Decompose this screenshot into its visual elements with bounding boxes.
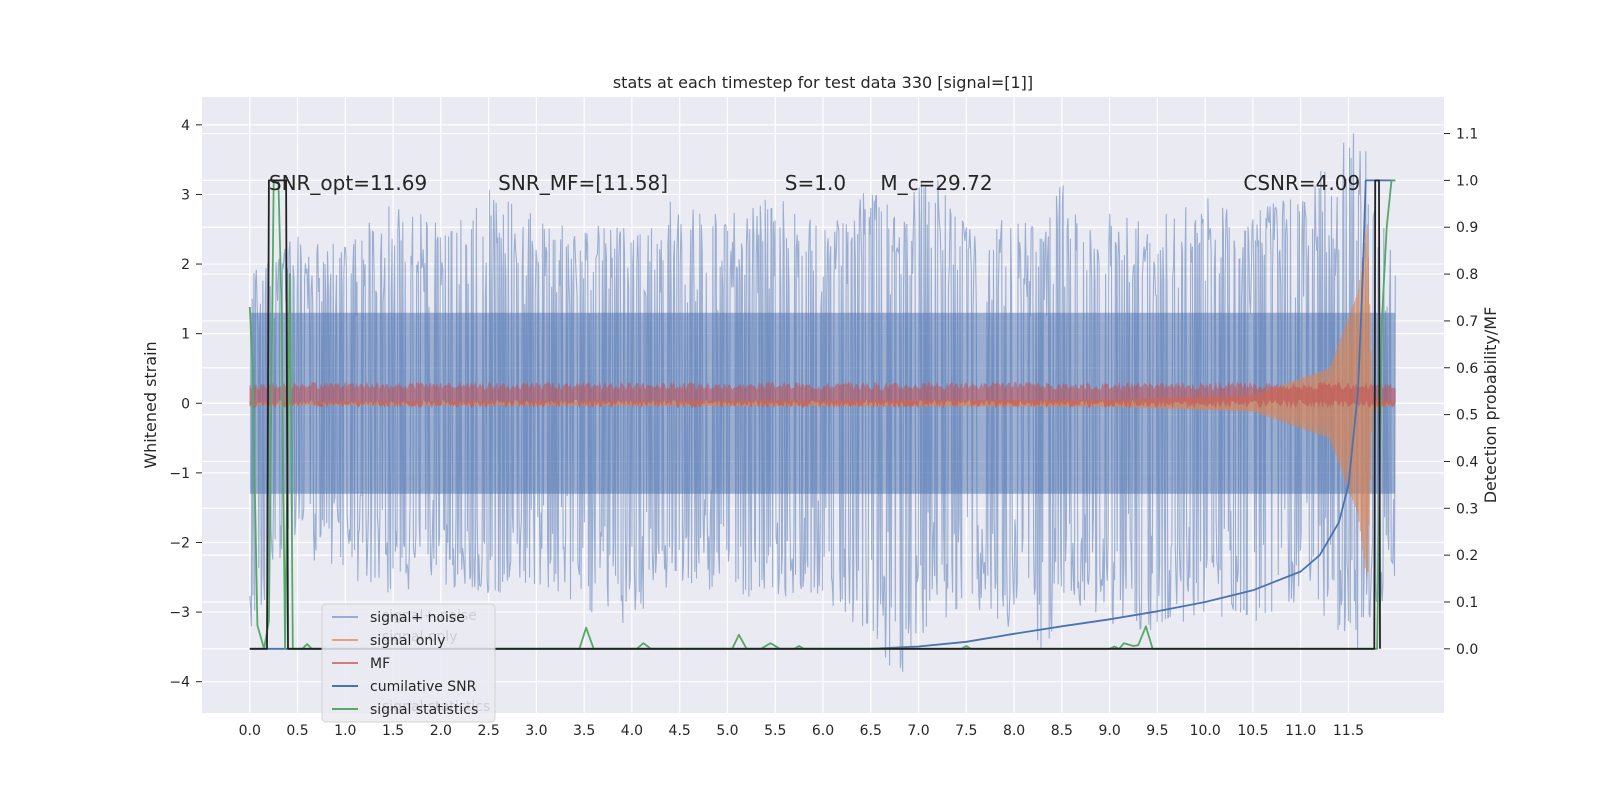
annotation: S=1.0 <box>785 171 846 195</box>
x-tick-label: 6.5 <box>860 723 882 739</box>
annotations: SNR_opt=11.69 SNR_MF=[11.58] S=1.0 M_c=29.7… <box>269 171 1360 195</box>
series-cumilative-snr <box>249 179 1396 650</box>
series-layer <box>248 132 1396 672</box>
x-tick-label: 3.0 <box>525 723 547 739</box>
series-threshold-step <box>249 179 1381 650</box>
x-tick-label: 10.0 <box>1190 723 1221 739</box>
x-tick-label: 1.0 <box>334 723 356 739</box>
series-signal-noise <box>249 132 1396 672</box>
y-tick-label: 1 <box>181 327 190 343</box>
x-tick-label: 8.5 <box>1051 723 1073 739</box>
annotation: SNR_opt=11.69 <box>269 171 427 195</box>
y-tick-label: 3 <box>181 187 190 203</box>
y-tick-label: 0 <box>181 396 190 412</box>
legend-ghost-label: signal statistics <box>382 699 490 715</box>
x-tick-label: 0.5 <box>286 723 308 739</box>
x-tick-label: 5.0 <box>716 723 738 739</box>
x-tick-label: 9.5 <box>1146 723 1168 739</box>
legend-ghost-label: signal+ noise <box>382 608 477 624</box>
y2-tick-label: 0.1 <box>1456 595 1478 611</box>
axes: 0.0 0.5 1.0 1.5 2.0 2.5 3.0 3.5 4.0 4.5 5.0 5.5 6.0 6… <box>169 118 1478 739</box>
legend-label: signal+ noise <box>370 610 465 626</box>
x-tick-label: 2.0 <box>430 723 452 739</box>
y2-tick-label: 1.1 <box>1456 127 1478 143</box>
chart-title: stats at each timestep for test data 330… <box>613 73 1033 92</box>
x-tick-label: 8.0 <box>1003 723 1025 739</box>
y-axis-label: Whitened strain <box>141 341 160 468</box>
x-tick-label: 10.5 <box>1237 723 1268 739</box>
legend-label: signal statistics <box>370 702 478 718</box>
legend-label: cumilative SNR <box>370 679 477 695</box>
x-tick-label: 11.5 <box>1333 723 1364 739</box>
x-tick-label: 3.5 <box>573 723 595 739</box>
x-tick-label: 5.5 <box>764 723 786 739</box>
x-tick-label: 11.0 <box>1285 723 1316 739</box>
y2-tick-label: 0.3 <box>1456 501 1478 517</box>
x-tick-label: 7.0 <box>907 723 929 739</box>
y2-tick-label: 0.9 <box>1456 220 1478 236</box>
legend: signal+ noise signal only signal statistic… <box>321 603 496 723</box>
y2-axis-label: Detection probability/MF <box>1481 307 1500 504</box>
x-tick-label: 6.0 <box>812 723 834 739</box>
x-tick-label: 7.5 <box>955 723 977 739</box>
y2-tick-label: 0.8 <box>1456 267 1478 283</box>
y-tick-label: −1 <box>169 466 190 482</box>
y-tick-label: −2 <box>169 535 190 551</box>
y2-tick-label: 0.7 <box>1456 314 1478 330</box>
y2-tick-label: 0.5 <box>1456 408 1478 424</box>
y2-tick-label: 0.4 <box>1456 454 1478 470</box>
y2-tick-label: 0.6 <box>1456 361 1478 377</box>
annotation: CSNR=4.09 <box>1243 171 1360 195</box>
x-tick-label: 4.5 <box>669 723 691 739</box>
y-tick-label: −4 <box>169 675 190 691</box>
x-tick-label: 4.0 <box>621 723 643 739</box>
legend-box <box>321 603 496 723</box>
y-tick-label: 4 <box>181 118 190 134</box>
annotation: SNR_MF=[11.58] <box>498 171 668 195</box>
legend-label: signal only <box>370 633 445 649</box>
x-tick-label: 9.0 <box>1098 723 1120 739</box>
y2-tick-label: 1.0 <box>1456 173 1478 189</box>
x-tick-label: 2.5 <box>477 723 499 739</box>
y-tick-label: 2 <box>181 257 190 273</box>
x-tick-label: 1.5 <box>382 723 404 739</box>
annotation: M_c=29.72 <box>880 171 992 195</box>
x-tick-label: 0.0 <box>239 723 261 739</box>
series-mf <box>249 380 1396 409</box>
y2-tick-label: 0.2 <box>1456 548 1478 564</box>
legend-ghost-label: signal only <box>382 629 457 645</box>
y-tick-label: −3 <box>169 605 190 621</box>
legend-label: MF <box>370 656 390 672</box>
y2-tick-label: 0.0 <box>1456 642 1478 658</box>
